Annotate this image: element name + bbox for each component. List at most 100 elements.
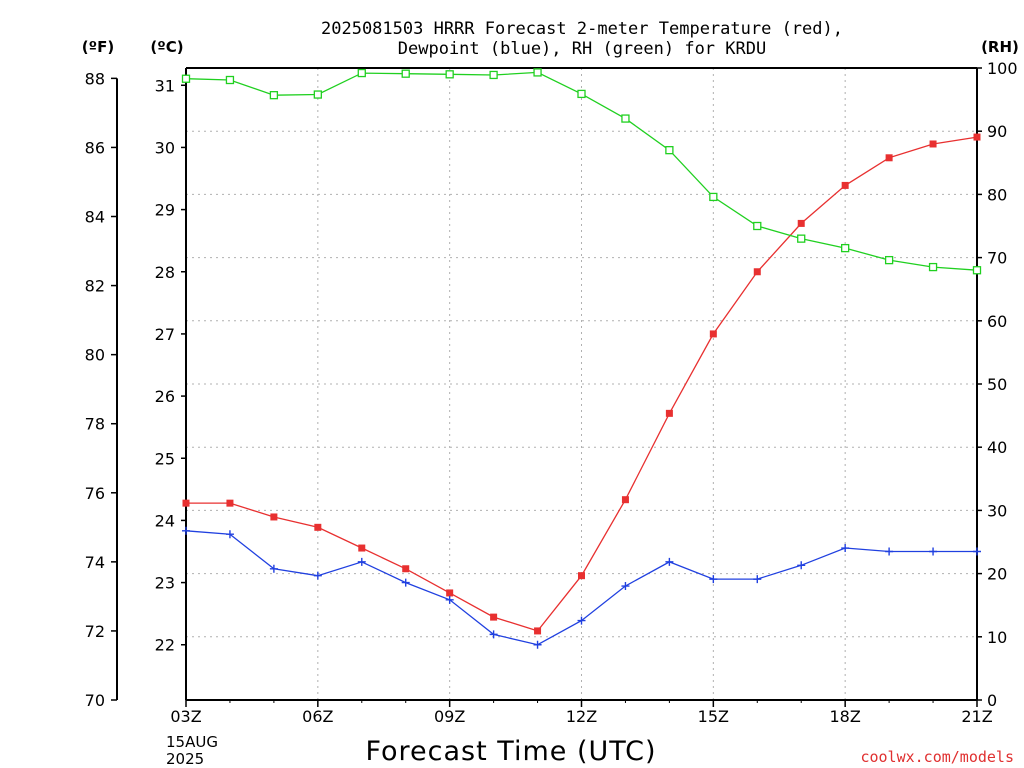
rh-point xyxy=(621,114,630,123)
rh-point xyxy=(357,68,366,78)
chart-title-line2: Dewpoint (blue), RH (green) for KRDU xyxy=(398,39,766,59)
rh-point xyxy=(533,68,542,77)
rh-tick-label: 60 xyxy=(987,312,1007,331)
rh-point xyxy=(841,243,850,253)
chart-series xyxy=(181,68,982,649)
temperature-point xyxy=(490,613,498,621)
fahrenheit-tick-label: 84 xyxy=(85,208,105,227)
rh-point xyxy=(577,89,586,99)
dewpoint-point xyxy=(753,575,762,584)
rh-point xyxy=(269,91,279,100)
rh-tick-label: 80 xyxy=(987,185,1007,204)
temperature-point xyxy=(841,181,849,189)
celsius-tick-label: 25 xyxy=(155,449,175,468)
temperature-point xyxy=(929,140,937,148)
rh-point xyxy=(489,70,498,80)
dewpoint-point xyxy=(445,595,454,604)
rh-tick-label: 100 xyxy=(987,59,1018,78)
dewpoint-point xyxy=(885,547,894,556)
dewpoint-point xyxy=(357,557,366,566)
fahrenheit-tick-label: 86 xyxy=(85,138,105,157)
dewpoint-point xyxy=(182,526,190,535)
temperature-point xyxy=(753,268,761,276)
rh-point xyxy=(797,234,806,243)
fahrenheit-unit-label: (ºF) xyxy=(82,38,114,56)
temperature-point xyxy=(973,133,981,141)
dewpoint-point xyxy=(709,575,718,584)
dewpoint-point xyxy=(665,557,674,566)
dewpoint-point xyxy=(797,561,806,570)
rh-tick-label: 90 xyxy=(987,122,1007,141)
fahrenheit-tick-label: 88 xyxy=(85,69,105,88)
rh-point xyxy=(313,90,322,99)
chart-grid xyxy=(186,68,977,700)
fahrenheit-tick-label: 80 xyxy=(85,346,105,365)
dewpoint-point xyxy=(577,616,586,625)
dewpoint-point xyxy=(621,582,630,591)
rh-unit-label: (RH) xyxy=(981,38,1019,56)
x-date-day: 15AUG xyxy=(166,733,218,751)
temperature-point xyxy=(358,544,366,552)
rh-point xyxy=(225,75,235,85)
dewpoint-point xyxy=(533,640,542,649)
celsius-tick-label: 22 xyxy=(155,636,175,655)
temperature-point xyxy=(270,513,278,521)
temperature-point xyxy=(665,409,673,417)
temperature-point xyxy=(709,330,717,338)
dewpoint-point xyxy=(489,630,498,639)
rh-tick-label: 50 xyxy=(987,375,1007,394)
temperature-point xyxy=(226,499,234,507)
x-tick-label: 15Z xyxy=(698,707,729,726)
rh-point xyxy=(181,74,191,83)
dewpoint-point xyxy=(973,547,981,556)
x-tick-label: 09Z xyxy=(434,707,465,726)
temperature-point xyxy=(314,523,322,531)
fahrenheit-tick-label: 74 xyxy=(85,553,105,572)
rh-point xyxy=(753,221,762,231)
rh-point xyxy=(709,192,718,202)
x-tick-label: 18Z xyxy=(830,707,861,726)
temperature-point xyxy=(446,589,454,597)
chart-title-line1: 2025081503 HRRR Forecast 2-meter Tempera… xyxy=(321,19,843,39)
dewpoint-point xyxy=(841,544,850,553)
rh-point xyxy=(401,69,410,78)
rh-tick-label: 40 xyxy=(987,438,1007,457)
dewpoint-point xyxy=(269,564,278,573)
rh-tick-label: 10 xyxy=(987,628,1007,647)
celsius-unit-label: (ºC) xyxy=(150,38,183,56)
rh-point xyxy=(445,70,454,79)
celsius-tick-label: 30 xyxy=(155,138,175,157)
temperature-point xyxy=(885,154,893,162)
x-tick-label: 06Z xyxy=(302,707,333,726)
dewpoint-point xyxy=(225,530,234,539)
celsius-tick-label: 28 xyxy=(155,263,175,282)
fahrenheit-tick-label: 82 xyxy=(85,277,105,296)
temperature-point xyxy=(797,219,805,227)
fahrenheit-tick-label: 72 xyxy=(85,622,105,641)
rh-tick-label: 70 xyxy=(987,249,1007,268)
celsius-tick-label: 24 xyxy=(155,511,175,530)
dewpoint-point xyxy=(313,571,322,580)
celsius-tick-label: 31 xyxy=(155,76,175,95)
x-date-year: 2025 xyxy=(166,750,204,768)
fahrenheit-tick-label: 78 xyxy=(85,415,105,434)
fahrenheit-tick-label: 76 xyxy=(85,484,105,503)
celsius-tick-label: 23 xyxy=(155,574,175,593)
chart-ticks: 70 72 74 76 78 80 82 84 86 88 22 23 24 25 26 27 28 29 30 31… xyxy=(85,59,1018,726)
watermark: coolwx.com/models xyxy=(860,748,1014,766)
dewpoint-point xyxy=(401,578,410,587)
rh-tick-label: 30 xyxy=(987,501,1007,520)
dewpoint-point xyxy=(929,547,938,556)
rh-tick-label: 0 xyxy=(987,691,997,710)
rh-point xyxy=(884,255,894,265)
temperature-point xyxy=(402,565,410,573)
temperature-point xyxy=(182,499,190,507)
celsius-tick-label: 26 xyxy=(155,387,175,406)
rh-point xyxy=(928,262,938,272)
rh-point xyxy=(665,146,674,155)
celsius-tick-label: 29 xyxy=(155,201,175,220)
temperature-point xyxy=(578,572,585,580)
celsius-tick-label: 27 xyxy=(155,325,175,344)
x-axis-title: Forecast Time (UTC) xyxy=(365,736,656,767)
